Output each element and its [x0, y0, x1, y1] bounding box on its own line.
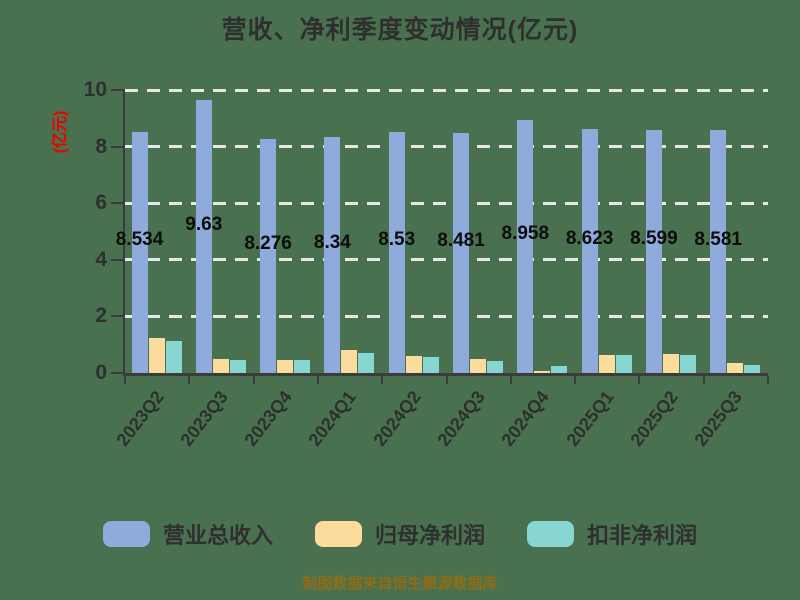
x-tick-label: 2024Q2 [369, 387, 425, 450]
x-tick-label: 2023Q2 [112, 387, 168, 450]
legend-item: 营业总收入 [102, 518, 273, 550]
y-axis-tick [111, 145, 125, 148]
x-tick-label: 2024Q3 [433, 387, 489, 450]
y-tick-label: 8 [95, 134, 107, 158]
x-axis-tick [702, 376, 705, 384]
y-axis-tick [111, 89, 125, 91]
bar-value-label: 8.53 [378, 229, 416, 251]
bar-deducted-profit [744, 364, 761, 373]
bar-net-profit [277, 359, 294, 373]
x-axis-tick [509, 376, 512, 384]
y-tick-label: 0 [95, 361, 107, 384]
chart-title: 营收、净利季度变动情况(亿元) [221, 16, 579, 44]
bar-deducted-profit [165, 340, 182, 373]
bar-deducted-profit [615, 355, 632, 373]
legend-label: 归母净利润 [374, 523, 485, 548]
x-axis-tick [252, 376, 255, 384]
bar-deducted-profit [551, 365, 568, 373]
x-tick-label: 2023Q3 [176, 387, 232, 450]
bar-net-profit [341, 350, 358, 373]
bar-revenue [581, 128, 598, 373]
bar-deducted-profit [422, 357, 439, 373]
legend: 营业总收入 归母净利润 扣非净利润 [0, 518, 800, 550]
y-tick-label: 4 [95, 247, 107, 271]
x-axis-tick [574, 376, 577, 384]
x-axis-tick [638, 376, 641, 384]
bar-revenue [131, 131, 148, 373]
x-tick-label: 2024Q1 [304, 387, 361, 450]
bar-revenue [517, 119, 534, 373]
bar-deducted-profit [358, 353, 375, 373]
x-tick-label: 2025Q2 [626, 387, 682, 450]
bar-revenue [388, 131, 405, 373]
bar-deducted-profit [679, 355, 696, 373]
gridline [125, 258, 768, 262]
bar-value-label: 8.581 [694, 228, 742, 250]
bar-net-profit [598, 355, 615, 373]
y-axis-title: (亿元) [52, 110, 69, 154]
bar-value-label: 8.534 [115, 229, 164, 251]
y-axis-tick [111, 202, 125, 205]
gridline [125, 145, 768, 149]
x-axis-tick [188, 376, 191, 384]
bar-value-label: 8.599 [630, 228, 678, 250]
bar-value-label: 8.276 [244, 232, 292, 254]
x-axis-tick [381, 376, 384, 384]
bar-net-profit [148, 338, 165, 373]
bar-value-label: 8.623 [565, 228, 614, 249]
x-tick-label: 2025Q3 [690, 387, 746, 450]
bar-net-profit [662, 353, 679, 373]
y-axis-tick [111, 372, 125, 374]
bar-revenue [324, 136, 341, 373]
legend-item: 扣非净利润 [527, 518, 697, 550]
x-axis-tick [767, 376, 769, 384]
y-axis-tick [111, 315, 125, 318]
gridline [125, 314, 768, 318]
gridline [125, 201, 768, 205]
plot-area: 0 2 4 6 8 10 8.534 2023Q2 9.63 2023Q3 8.276 2023Q4 8… [84, 79, 769, 450]
legend-swatch [314, 521, 362, 547]
y-tick-label: 10 [83, 78, 107, 101]
legend-swatch [102, 521, 150, 547]
bar-net-profit [405, 356, 422, 373]
footer-note: 制图数据来自恒生聚源数据库 [302, 575, 498, 592]
bar-revenue [260, 138, 277, 373]
bar-deducted-profit [229, 360, 246, 373]
y-tick-label: 6 [95, 191, 107, 215]
bar-revenue [645, 129, 662, 373]
bar-net-profit [212, 359, 229, 373]
x-axis-tick [445, 376, 448, 384]
bar-revenue [453, 133, 469, 373]
bar-deducted-profit [294, 360, 311, 373]
y-tick-label: 2 [95, 304, 107, 328]
legend-swatch [527, 521, 574, 547]
x-axis-tick [124, 376, 126, 384]
bar-revenue [195, 100, 212, 373]
gridline [125, 88, 768, 92]
bar-net-profit [727, 362, 744, 373]
bar-value-label: 8.958 [501, 223, 550, 245]
bar-value-label: 8.34 [313, 232, 351, 253]
legend-label: 扣非净利润 [587, 523, 698, 548]
bar-value-label: 9.63 [185, 213, 223, 235]
x-tick-label: 2023Q4 [240, 387, 296, 450]
bar-deducted-profit [487, 361, 503, 373]
x-axis-tick [316, 376, 319, 384]
x-tick-label: 2024Q4 [497, 387, 554, 450]
legend-label: 营业总收入 [162, 523, 273, 548]
bar-net-profit [534, 371, 551, 373]
bar-net-profit [470, 359, 486, 373]
bar-value-label: 8.481 [437, 230, 485, 251]
legend-item: 归母净利润 [314, 518, 485, 550]
x-tick-label: 2025Q1 [562, 387, 618, 450]
bar-revenue [710, 130, 727, 373]
y-axis-tick [111, 258, 125, 261]
